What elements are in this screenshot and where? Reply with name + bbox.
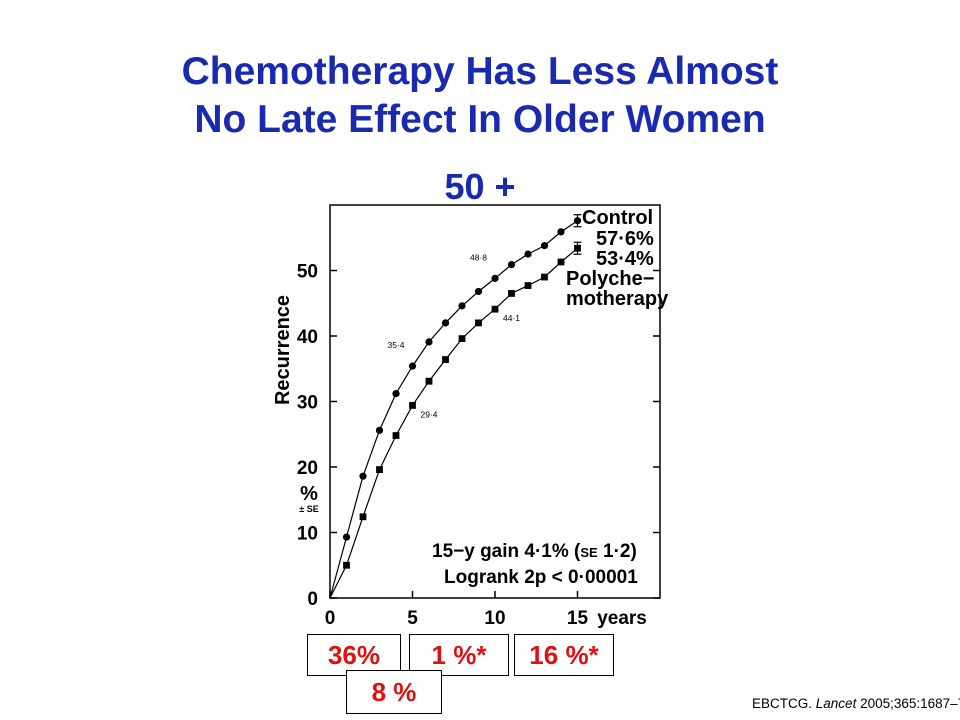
y-tick-label-20: 20 (297, 458, 318, 479)
polychemo-label-1: Polyche− (566, 268, 654, 290)
citation: EBCTCG. Lancet 2005;365:1687–717 (752, 696, 960, 711)
polychemo-point (541, 273, 548, 281)
polychemo-point (475, 319, 482, 327)
y-tick-label-50: 50 (297, 262, 318, 283)
percent-box-text: 16 %* (529, 639, 599, 670)
control-point (524, 250, 532, 258)
polychemo-point (458, 335, 466, 343)
control-point (474, 287, 483, 296)
control-point (408, 362, 417, 370)
polychemo-point (343, 561, 350, 569)
percent-box-text: 1 %* (431, 639, 487, 670)
polychemo-point (557, 258, 565, 266)
citation-journal: Lancet (815, 696, 857, 711)
control-point (557, 228, 565, 236)
polychemo-point (425, 377, 433, 385)
control-value-label: 57·6% (596, 228, 654, 250)
polychemo-point (524, 282, 532, 289)
control-point (458, 302, 466, 310)
percent-box-text: 8 % (371, 676, 417, 707)
polychemo-point (442, 356, 449, 363)
y-tick-label-10: 10 (297, 524, 318, 545)
control-point (375, 426, 384, 434)
control-point (540, 242, 549, 250)
polychemo-value-label: 53·4% (596, 248, 654, 270)
percent-box-16: 16 %* (514, 634, 614, 676)
point-label: 48·8 (470, 252, 487, 262)
control-point (441, 319, 450, 327)
citation-author: EBCTCG. (752, 696, 813, 711)
gain-annotation: 15−y gain 4·1% (SE 1·2) (432, 541, 637, 562)
title-line-1: Chemotherapy Has Less Almost (181, 50, 779, 93)
logrank-annotation: Logrank 2p < 0·00001 (444, 567, 638, 588)
subtitle: 50 + (444, 166, 516, 207)
polychemo-point (491, 305, 499, 313)
y-tick-label-40: 40 (297, 327, 318, 348)
x-axis-label: years (597, 608, 647, 629)
title-line-2: No Late Effect In Older Women (194, 98, 766, 141)
x-tick-label-10: 10 (484, 608, 505, 629)
series-line-0 (329, 220, 578, 599)
control-point (507, 261, 516, 269)
control-point (491, 274, 499, 282)
percent-box-8: 8 % (346, 670, 442, 714)
point-label: 29·4 (421, 409, 438, 419)
polychemo-point (359, 513, 367, 521)
x-tick-label-15: 15 (567, 608, 589, 629)
polychemo-label-2: motherapy (566, 288, 669, 310)
x-tick-label-0: 0 (325, 608, 336, 629)
y-tick-label-30: 30 (297, 393, 318, 414)
percent-box-text: 36% (327, 639, 381, 670)
polychemo-point (508, 290, 515, 297)
polychemo-point (392, 432, 400, 439)
polychemo-point (376, 466, 383, 474)
y-tick-label-0: 0 (307, 589, 318, 610)
percent-box-1: 1 %* (409, 634, 509, 676)
x-tick-label-5: 5 (407, 608, 418, 629)
control-label: Control (582, 207, 653, 229)
citation-details: 2005;365:1687–717 (860, 696, 960, 711)
y-axis-units: % (300, 483, 318, 505)
series-line-1 (329, 247, 578, 599)
percent-box-36: 36% (307, 634, 401, 676)
point-label: 44·1 (503, 313, 520, 323)
control-point (342, 533, 351, 541)
polychemo-point (409, 402, 416, 409)
y-axis-label: Recurrence (272, 295, 294, 405)
point-label: 35·4 (387, 340, 404, 350)
control-point (392, 390, 400, 398)
y-axis-se: ± SE (299, 504, 318, 514)
control-point (425, 338, 433, 346)
control-point (359, 472, 367, 480)
